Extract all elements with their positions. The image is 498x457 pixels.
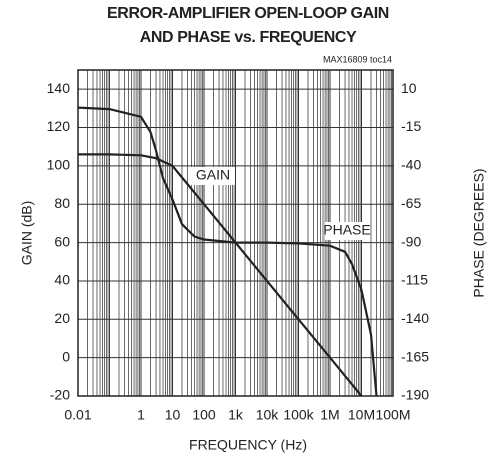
y-tick-label: 80 xyxy=(54,195,70,211)
series-label: GAIN xyxy=(196,167,230,183)
series-line xyxy=(77,106,378,397)
x-tick-label: 10M xyxy=(348,407,375,423)
y-axis-title: GAIN (dB) xyxy=(19,201,35,266)
x-tick-label: 0.01 xyxy=(64,407,91,423)
y2-tick-label: -90 xyxy=(401,233,421,249)
y2-tick-label: -140 xyxy=(401,310,429,326)
y2-tick-label: 10 xyxy=(401,80,417,96)
plot-frame xyxy=(77,69,394,397)
series-label: PHASE xyxy=(323,222,370,238)
x-tick-label: 100M xyxy=(375,407,410,423)
y-tick-label: 120 xyxy=(47,118,71,134)
x-tick-label: 10 xyxy=(165,407,181,423)
y2-tick-label: -15 xyxy=(401,118,421,134)
y2-axis-title: PHASE (DEGREES) xyxy=(471,168,487,297)
x-tick-label: 1 xyxy=(137,407,145,423)
y2-tick-label: -115 xyxy=(401,272,428,288)
chart-title: ERROR-AMPLIFIER OPEN-LOOP GAIN xyxy=(107,5,389,22)
series-label-bg xyxy=(191,167,235,185)
x-tick-label: 100 xyxy=(192,407,216,423)
x-tick-label: 1M xyxy=(320,407,339,423)
chart-title: AND PHASE vs. FREQUENCY xyxy=(140,29,357,46)
y-tick-label: 0 xyxy=(62,348,70,364)
y-tick-label: 40 xyxy=(54,272,70,288)
x-tick-label: 10k xyxy=(256,407,280,423)
chart-note: MAX16809 toc14 xyxy=(323,54,392,64)
y-tick-label: 20 xyxy=(54,310,70,326)
x-tick-label: 100k xyxy=(283,407,314,423)
y2-tick-label: -65 xyxy=(401,195,421,211)
series-label-bg xyxy=(325,222,369,240)
x-tick-label: 1k xyxy=(228,407,244,423)
y-tick-label: -20 xyxy=(50,387,70,403)
y2-tick-label: -190 xyxy=(401,387,429,403)
series-line xyxy=(78,153,363,397)
y-tick-label: 100 xyxy=(47,157,71,173)
x-axis-title: FREQUENCY (Hz) xyxy=(189,437,307,453)
y2-tick-label: -40 xyxy=(401,157,421,173)
y-tick-label: 140 xyxy=(47,80,71,96)
y-tick-label: 60 xyxy=(54,233,70,249)
y2-tick-label: -165 xyxy=(401,348,429,364)
